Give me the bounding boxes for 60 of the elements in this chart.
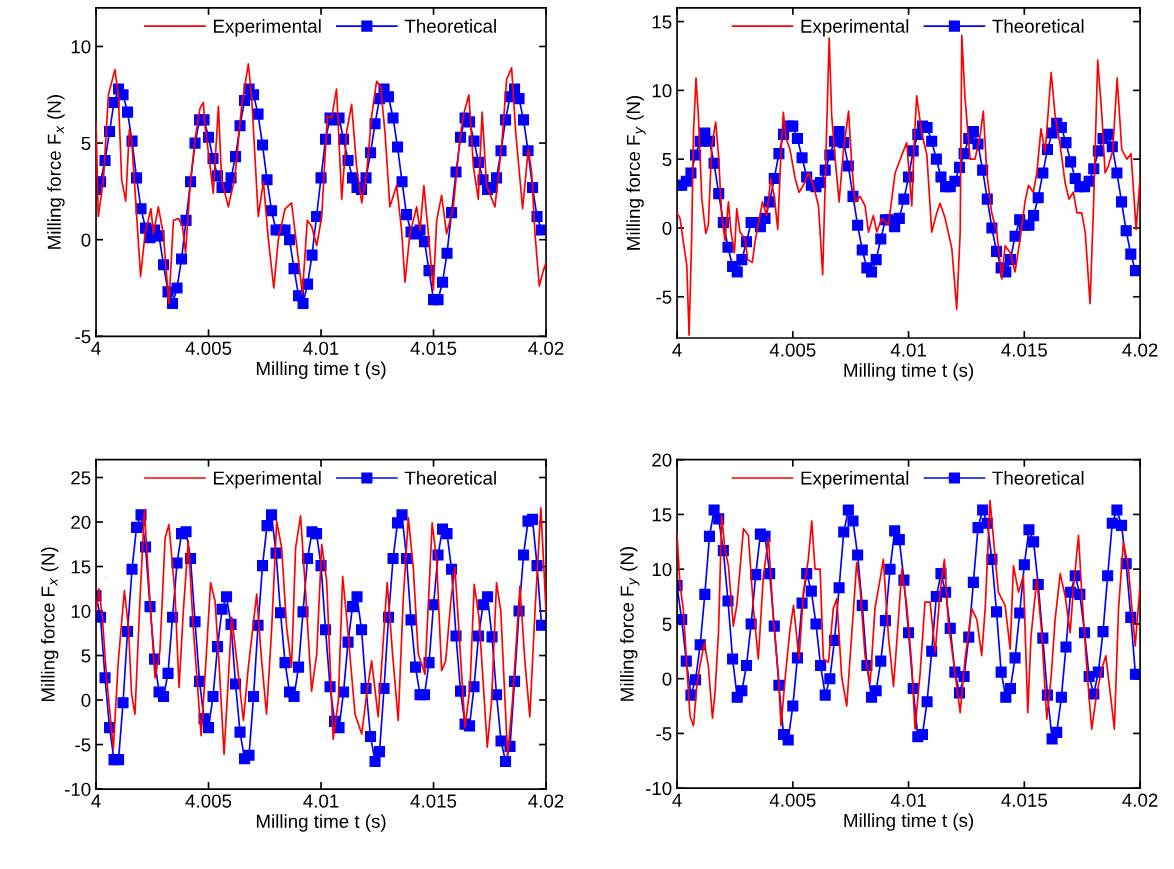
y-tick-label: 5 [81, 649, 91, 663]
y-tick-label: 10 [652, 84, 672, 98]
x-axis-title: Milling time t (s) [256, 814, 386, 832]
y-axis-title: Milling force F$_{y}$ (N) [620, 547, 640, 701]
y-tick-label: 0 [81, 693, 91, 708]
legend-label: Theoretical [404, 19, 496, 33]
y-tick-label: 0 [662, 672, 672, 686]
y-axis-title: Milling force F$_{y}$ (N) [626, 95, 646, 250]
y-axis-title: Milling force F$_{x}$ (N) [47, 95, 65, 249]
legend-label: Theoretical [404, 470, 496, 485]
x-tick-label: 4.015 [1001, 793, 1047, 807]
x-tick-label: 4.005 [769, 343, 816, 357]
y-tick-label: 15 [652, 15, 672, 29]
legend-label: Theoretical [992, 470, 1084, 485]
y-tick-label: 0 [662, 221, 672, 235]
x-tick-label: 4.02 [528, 341, 564, 355]
x-tick-label: 4.01 [303, 341, 339, 355]
y-tick-label: 0 [81, 233, 91, 247]
x-tick-label: 4.02 [528, 794, 564, 808]
y-tick-label: 10 [652, 562, 672, 577]
legend-label: Experimental [801, 470, 909, 489]
x-tick-label: 4.01 [890, 343, 926, 357]
y-tick-label: 20 [652, 453, 672, 467]
x-tick-label: 4 [672, 343, 682, 357]
x-tick-label: 4.02 [1122, 793, 1158, 807]
x-tick-label: 4 [91, 341, 101, 355]
y-tick-label: -10 [645, 781, 672, 796]
x-tick-label: 4.005 [185, 341, 232, 355]
x-tick-label: 4.005 [185, 794, 232, 808]
y-tick-label: 25 [71, 471, 91, 485]
x-axis-title: Milling time t (s) [844, 363, 974, 381]
legend-label: Experimental [801, 19, 909, 37]
x-tick-label: 4 [672, 793, 682, 807]
y-tick-label: -5 [656, 727, 672, 741]
x-tick-label: 4.01 [303, 794, 339, 808]
y-axis-title: Milling force F$_{x}$ (N) [40, 547, 59, 702]
legend-label: Experimental [213, 470, 321, 489]
y-tick-label: -5 [75, 330, 91, 344]
x-tick-label: 4.02 [1122, 343, 1158, 357]
legend-label: Theoretical [992, 19, 1084, 33]
y-tick-label: 10 [71, 40, 91, 54]
x-axis-title: Milling time t (s) [256, 361, 386, 379]
y-tick-label: 5 [662, 617, 672, 631]
x-tick-label: 4 [91, 794, 101, 808]
y-tick-label: -5 [656, 290, 672, 304]
x-tick-label: 4.01 [890, 793, 926, 807]
y-tick-label: 5 [662, 153, 672, 167]
legend-label: Experimental [213, 19, 321, 37]
y-tick-label: 5 [81, 136, 91, 151]
x-axis-title: Milling time t (s) [844, 813, 974, 831]
y-tick-label: 20 [71, 515, 91, 529]
y-tick-label: -5 [75, 738, 91, 752]
y-tick-label: 10 [71, 604, 91, 618]
y-tick-label: 15 [71, 560, 91, 574]
x-tick-label: 4.015 [1001, 343, 1047, 357]
y-tick-label: -10 [64, 782, 91, 797]
y-tick-label: 15 [652, 508, 672, 522]
x-tick-label: 4.015 [410, 794, 457, 808]
x-tick-label: 4.015 [410, 341, 457, 355]
x-tick-label: 4.005 [769, 793, 816, 807]
